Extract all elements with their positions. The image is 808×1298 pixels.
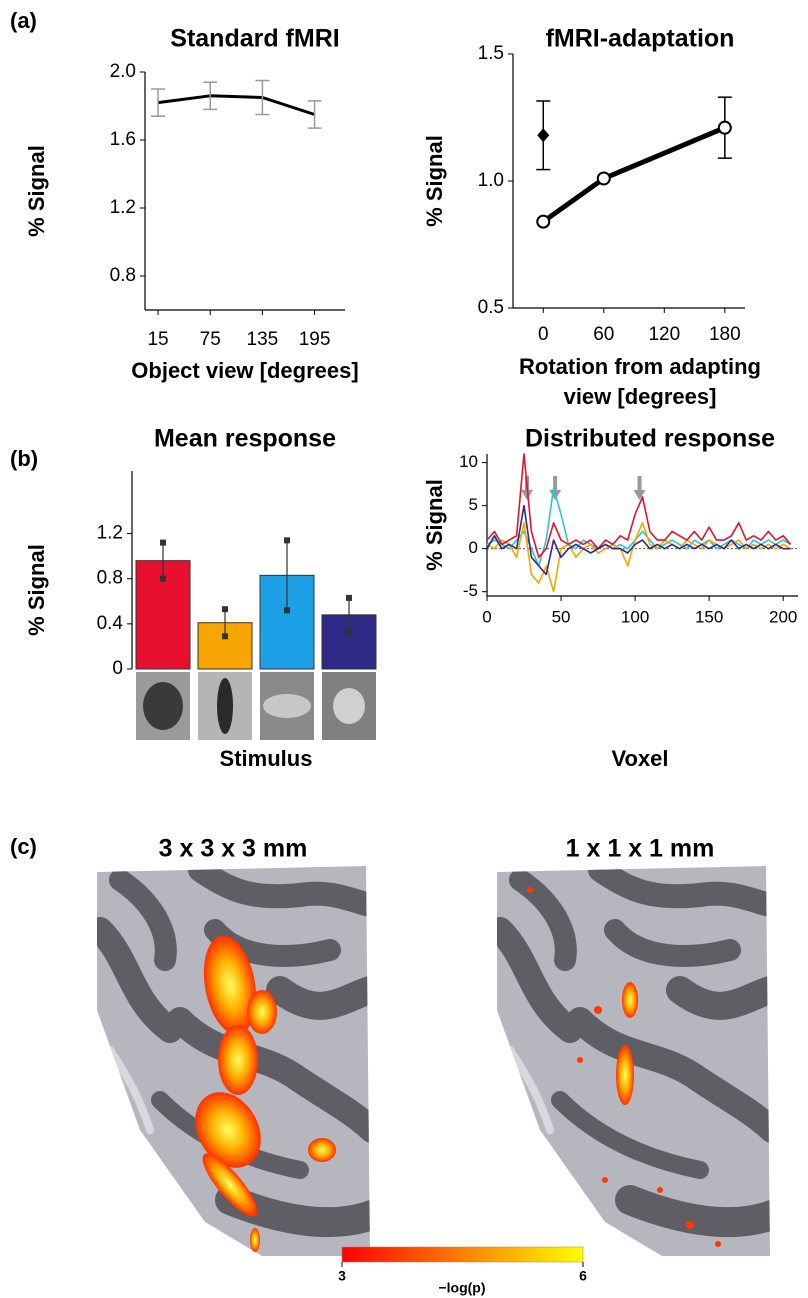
colorbar [342,1247,583,1262]
y-tick-label: 0.8 [97,568,123,589]
error-cap [346,629,352,635]
x-tick-label: 15 [147,329,168,350]
y-axis-label: % Signal [24,145,49,237]
error-cap [222,606,228,612]
marker [537,216,549,228]
x-tick-label: 60 [593,324,614,345]
chart-title: Distributed response [525,425,775,453]
image-part [217,678,233,734]
page: (a) (b) (c) 3 x 3 x 3 mm 1 x 1 x 1 mm −l… [0,0,808,1298]
stimulus-image [136,672,190,740]
marker [719,122,731,134]
chart-title: Standard fMRI [170,25,339,53]
y-axis-label: % Signal [422,135,447,227]
error-cap [222,633,228,639]
y-tick-label: 10 [459,452,478,471]
y-tick-label: 1.5 [478,43,504,64]
stimulus-image [260,672,314,740]
y-tick-label: 1.2 [97,523,123,544]
y-tick-label: -5 [463,581,478,600]
x-tick-label: 135 [247,329,279,350]
image-title: 1 x 1 x 1 mm [566,835,715,863]
x-tick-label: 100 [621,607,649,626]
y-tick-label: 0 [469,538,478,557]
x-tick-label: 75 [200,329,221,350]
brain-image [497,866,772,1256]
x-axis-label: Object view [degrees] [131,358,358,383]
stimulus-image [198,672,252,740]
x-tick-label: 0 [482,607,491,626]
x-axis-label: Rotation from adapting view [degrees] [505,352,775,412]
data-line [543,128,725,222]
y-tick-label: 0.8 [110,265,136,286]
panel-label: (c) [10,834,37,859]
marker [598,172,610,184]
x-tick-label: 120 [648,324,680,345]
data-line [487,488,791,566]
colorbar-label: −log(p) [438,1280,485,1296]
arrow [634,476,646,500]
chart-title: Mean response [154,425,336,453]
y-tick-label: 5 [469,495,478,514]
data-line [487,506,791,575]
error-cap [284,607,290,613]
y-tick-label: 1.6 [110,129,136,150]
x-tick-label: 200 [769,607,797,626]
image-part [263,694,311,718]
y-tick-label: 1.0 [478,170,504,191]
y-axis-label: % Signal [24,544,49,636]
image-title: 3 x 3 x 3 mm [159,835,308,863]
y-tick-label: 0.5 [478,297,504,318]
stimulus-image [322,672,376,740]
y-tick-label: 0 [112,658,123,679]
x-tick-label: 50 [552,607,571,626]
x-tick-label: 180 [709,324,741,345]
colorbar-tick-label: 6 [579,1268,587,1284]
y-tick-label: 0.4 [97,613,124,634]
error-cap [160,576,166,582]
data-line [158,96,315,115]
colorbar-tick-label: 3 [338,1268,346,1284]
image-part [143,682,183,730]
panel-label: (b) [10,446,38,471]
y-tick-label: 2.0 [110,61,136,82]
y-axis-label: % Signal [422,479,447,571]
image-part [333,688,365,724]
error-cap [284,537,290,543]
y-tick-label: 1.2 [110,197,136,218]
panel-label: (a) [10,8,37,33]
chart-title: fMRI-adaptation [546,25,735,53]
error-cap [160,540,166,546]
figure: (a) (b) (c) 3 x 3 x 3 mm 1 x 1 x 1 mm −l… [0,0,808,1298]
x-axis-label: Voxel [611,746,668,771]
x-axis-label: Stimulus [220,746,313,771]
marker [537,128,549,142]
error-cap [346,595,352,601]
x-tick-label: 0 [538,324,549,345]
x-tick-label: 195 [299,329,331,350]
x-tick-label: 150 [695,607,723,626]
